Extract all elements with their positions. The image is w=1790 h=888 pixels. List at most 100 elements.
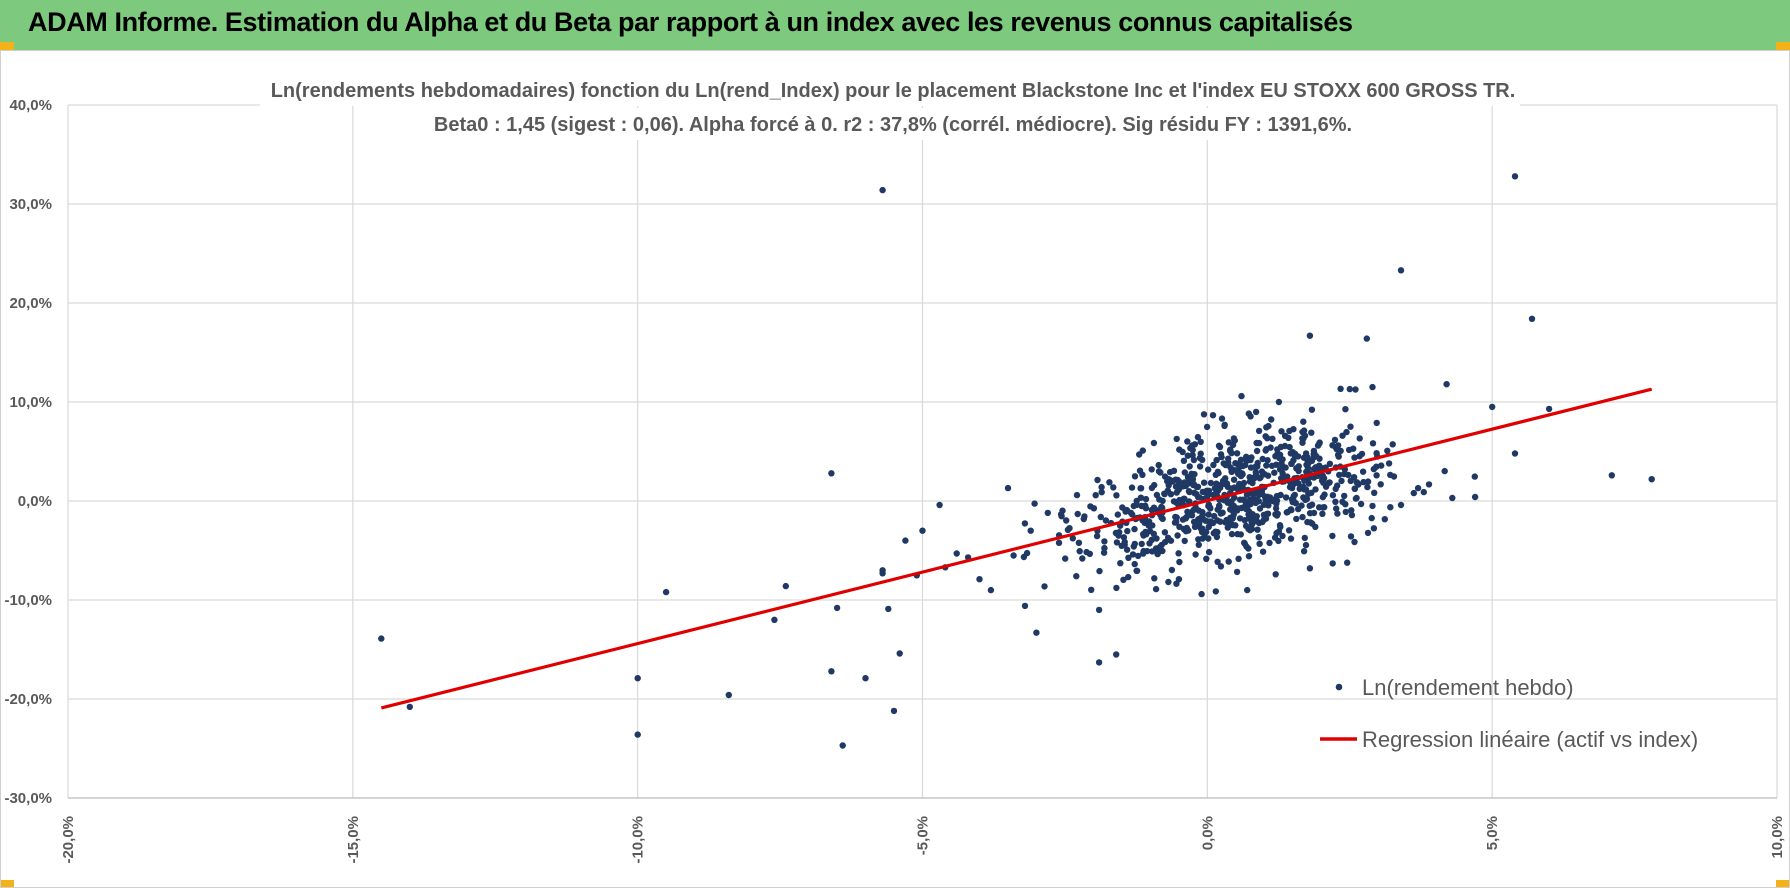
data-point [1189, 442, 1196, 449]
data-point [1254, 463, 1261, 470]
data-point [1295, 467, 1302, 475]
data-point [1471, 473, 1479, 480]
data-point [1253, 447, 1261, 455]
data-point [1198, 590, 1205, 598]
data-point [1381, 516, 1389, 523]
data-point [1247, 456, 1254, 464]
data-point [1337, 385, 1344, 392]
data-point [1165, 578, 1172, 586]
data-point [1329, 442, 1336, 449]
data-point [1277, 491, 1284, 499]
data-point [1233, 450, 1241, 457]
data-point [1097, 513, 1105, 521]
data-point [378, 635, 385, 642]
data-point [1301, 534, 1309, 542]
data-point [1199, 488, 1207, 496]
data-point [1145, 522, 1152, 529]
data-point [1449, 494, 1456, 502]
data-point [1155, 468, 1163, 475]
data-point [1235, 555, 1242, 562]
data-point [1489, 403, 1496, 411]
data-point [1300, 427, 1308, 434]
data-point [1219, 509, 1226, 516]
data-point [1213, 480, 1220, 488]
data-point [1333, 446, 1341, 453]
data-point [1272, 505, 1280, 512]
data-point [1245, 553, 1253, 560]
data-point [1329, 560, 1336, 567]
data-point [1346, 385, 1354, 393]
data-point [1064, 526, 1072, 533]
data-point [1420, 488, 1428, 496]
data-point [1351, 454, 1358, 461]
data-point [1275, 398, 1283, 406]
x-tick-label: -15,0% [345, 816, 362, 864]
data-point [1184, 508, 1191, 515]
data-point [1295, 463, 1303, 470]
data-point [782, 582, 789, 590]
data-point [1310, 509, 1318, 517]
data-point [1152, 585, 1160, 593]
data-point [1345, 446, 1353, 454]
data-point [1213, 456, 1220, 464]
regression-line [380, 387, 1653, 710]
data-point [1228, 449, 1235, 457]
data-point [1369, 440, 1377, 447]
data-point [1134, 552, 1142, 560]
data-point [1212, 471, 1220, 478]
data-point [1156, 543, 1164, 550]
x-tick-label: 10,0% [1769, 816, 1786, 859]
data-point [1180, 457, 1188, 464]
data-point [1151, 575, 1158, 582]
data-point [1286, 427, 1293, 435]
data-point [1219, 480, 1226, 488]
data-point [1224, 524, 1232, 531]
data-point [1329, 532, 1336, 540]
data-point [1332, 498, 1339, 505]
data-point [1301, 486, 1308, 493]
chart-title-line-1: Ln(rendements hebdomadaires) fonction du… [271, 80, 1516, 102]
data-point [1373, 463, 1380, 470]
data-point [1170, 467, 1178, 474]
data-point [1197, 438, 1204, 445]
data-point [1258, 490, 1266, 497]
data-point [1414, 484, 1422, 492]
data-point [1363, 335, 1371, 342]
data-point [1128, 484, 1136, 491]
scatter-points [378, 173, 1655, 749]
data-point [1133, 497, 1140, 505]
data-point [1069, 535, 1077, 542]
data-point [976, 576, 983, 583]
data-point [890, 707, 898, 715]
data-point [1249, 479, 1256, 487]
data-point [1196, 463, 1204, 470]
data-point [1217, 518, 1224, 525]
data-point [1268, 416, 1275, 423]
data-point [1264, 457, 1271, 464]
data-point [1353, 494, 1360, 502]
data-point [1364, 483, 1371, 491]
data-point [1120, 534, 1128, 541]
data-point [1265, 495, 1273, 502]
data-point [1255, 439, 1263, 447]
data-point [1169, 478, 1176, 485]
title-bg-line-1 [260, 72, 1520, 106]
data-point [1161, 490, 1168, 497]
data-point [1259, 548, 1267, 555]
x-tick-label: -10,0% [630, 816, 647, 864]
data-point [1290, 497, 1297, 504]
data-point [1352, 386, 1359, 393]
data-point [1308, 406, 1316, 413]
data-point [1214, 487, 1222, 494]
data-point [1218, 415, 1226, 422]
data-point [1353, 479, 1361, 486]
data-point [1295, 480, 1302, 487]
data-point [1063, 517, 1070, 524]
data-point [1608, 472, 1616, 479]
y-tick-label: -30,0% [4, 790, 52, 807]
data-point [1146, 540, 1153, 547]
data-point [1125, 573, 1132, 581]
data-point [1217, 563, 1225, 570]
data-point [1342, 406, 1349, 413]
data-point [1254, 526, 1261, 533]
